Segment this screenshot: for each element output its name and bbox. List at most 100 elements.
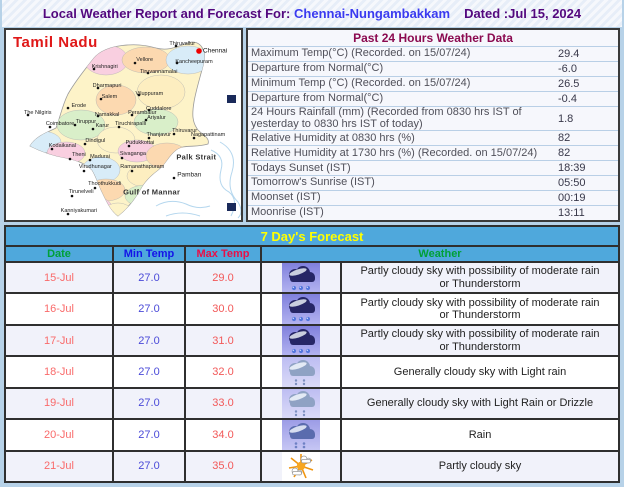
chennai-dot xyxy=(196,48,202,54)
forecast-min-temp: 27.0 xyxy=(112,388,184,419)
map-label-dharmapuri[interactable]: Dharmapuri xyxy=(92,83,122,90)
forecast-row: 20-Jul 27.0 34.0 Rain xyxy=(6,418,618,450)
forecast-description: Partly cloudy sky xyxy=(340,451,618,481)
map-label-viluppuram[interactable]: Viluppuram xyxy=(135,90,164,97)
forecast-icon-cell xyxy=(260,357,340,387)
table-row: Moonset (IST) 00:19 xyxy=(248,191,618,207)
map-label-tiruppur[interactable]: Tiruppur xyxy=(75,119,97,126)
table-row: Relative Humidity at 0830 hrs (%) 82 xyxy=(248,131,618,147)
column-header-date: Date xyxy=(47,248,71,260)
map-label-ramanathapuram[interactable]: Ramanathapuram xyxy=(120,163,165,170)
map-label-virudhunagar[interactable]: Virudhunagar xyxy=(78,163,112,170)
past-24-hours-panel: Past 24 Hours Weather Data Maximum Temp(… xyxy=(246,28,620,222)
table-row: Maximum Temp(°C) (Recorded. on 15/07/24)… xyxy=(248,47,618,62)
forecast-row: 16-Jul 27.0 30.0 Partly cloudy sky with … xyxy=(6,292,618,324)
map-label-tiruvannamalai[interactable]: Tiruvannamalai xyxy=(140,68,178,75)
map-label-vellore[interactable]: Vellore xyxy=(136,57,154,64)
map-svg xyxy=(26,41,241,219)
forecast-row: 17-Jul 27.0 31.0 Partly cloudy sky with … xyxy=(6,323,618,356)
thunderstorm-rain-icon xyxy=(282,294,320,324)
rainfall-label: 24 Hours Rainfall (mm) (Recorded from 08… xyxy=(251,106,522,130)
map-marker-square xyxy=(227,203,236,211)
map-label-pudukkottai[interactable]: Pudukkottai xyxy=(125,140,155,147)
moonrise-value: 13:11 xyxy=(558,207,585,220)
table-row: Tomorrow's Sunrise (IST) 05:50 xyxy=(248,176,618,192)
forecast-min-temp: 27.0 xyxy=(112,357,184,387)
light-rain-cloud-icon xyxy=(282,388,320,419)
sunrise-value: 05:50 xyxy=(558,177,586,190)
map-label-kodaikanal[interactable]: Kodaikanal xyxy=(48,142,76,149)
map-label-madurai[interactable]: Madurai xyxy=(90,154,110,161)
forecast-min-temp: 27.0 xyxy=(112,263,184,293)
forecast-date: 20-Jul xyxy=(44,428,74,441)
map-label-namakkal[interactable]: Namakkal xyxy=(94,111,120,118)
map-label-ariyalur[interactable]: Ariyalur xyxy=(147,115,166,122)
thunderstorm-rain-icon xyxy=(282,263,320,293)
forecast-icon-cell xyxy=(260,388,340,419)
map-label-kancheepuram[interactable]: Kancheepuram xyxy=(175,59,213,66)
forecast-min-temp: 27.0 xyxy=(112,294,184,324)
humidity-1730-value: 82 xyxy=(558,147,571,160)
map-label-coimbatore[interactable]: Coimbatore xyxy=(45,121,75,128)
humidity-1730-label: Relative Humidity at 1730 hrs (%) (Recor… xyxy=(251,146,538,159)
map-label-kanniyakumari[interactable]: Kanniyakumari xyxy=(60,207,98,214)
min-temp-value: 26.5 xyxy=(558,77,580,90)
map-label-thiruvallur[interactable]: Thiruvallur xyxy=(169,41,196,48)
tamilnadu-map[interactable]: Tamil Nadu Thiruvallur Chennai Vellore K… xyxy=(4,28,243,222)
forecast-description: Partly cloudy sky with possibility of mo… xyxy=(340,263,618,293)
map-label-dindigul[interactable]: Dindigul xyxy=(85,138,106,145)
forecast-date: 19-Jul xyxy=(44,397,74,410)
sunset-value: 18:39 xyxy=(558,162,586,175)
sunrise-label: Tomorrow's Sunrise (IST) xyxy=(251,176,375,189)
past-24-hours-title: Past 24 Hours Weather Data xyxy=(248,30,618,47)
map-label-gulf-of-mannar: Gulf of Mannar xyxy=(123,187,181,197)
forecast-min-temp: 27.0 xyxy=(112,420,184,450)
forecast-title: 7 Day's Forecast xyxy=(6,227,618,245)
table-row: Todays Sunset (IST) 18:39 xyxy=(248,161,618,177)
sun-with-clouds-icon xyxy=(282,451,320,481)
forecast-date: 15-Jul xyxy=(44,271,74,284)
page-title: Local Weather Report and Forecast For: xyxy=(42,6,291,21)
max-departure-label: Departure from Normal(°C) xyxy=(251,62,384,75)
map-label-nagapattinam[interactable]: Nagapattinam xyxy=(190,132,226,139)
map-label-pamban: Pamban xyxy=(177,171,202,179)
map-label-palk-strait: Palk Strait xyxy=(176,152,217,162)
map-label-chennai[interactable]: Chennai xyxy=(203,47,228,55)
min-departure-label: Departure from Normal(°C) xyxy=(251,92,384,105)
map-label-nilgiris[interactable]: The Nilgiris xyxy=(23,109,52,116)
report-date: Dated :Jul 15, 2024 xyxy=(464,6,582,21)
map-label-perambalur[interactable]: Perambalur xyxy=(128,109,157,116)
table-row: Relative Humidity at 1730 hrs (%) (Recor… xyxy=(248,146,618,162)
map-label-cuddalore[interactable]: Cuddalore xyxy=(146,105,172,112)
map-label-tiruchirapalli[interactable]: Tiruchirapalli xyxy=(115,121,147,128)
forecast-max-temp: 32.0 xyxy=(184,357,260,387)
table-row: 24 Hours Rainfall (mm) (Recorded from 08… xyxy=(248,106,618,132)
map-image[interactable]: Tamil Nadu Thiruvallur Chennai Vellore K… xyxy=(6,30,241,220)
forecast-max-temp: 33.0 xyxy=(184,388,260,419)
map-label-theni[interactable]: Theni xyxy=(71,152,86,159)
forecast-description: Rain xyxy=(340,420,618,450)
map-label-sivaganga[interactable]: Sivaganga xyxy=(119,151,146,158)
forecast-description: Generally cloudy sky with Light rain xyxy=(340,357,618,387)
forecast-icon-cell xyxy=(260,420,340,450)
map-label-thoothukkudi[interactable]: Thoothukkudi xyxy=(88,180,122,187)
map-marker-square xyxy=(227,95,236,103)
map-label-salem[interactable]: Salem xyxy=(101,94,118,101)
forecast-icon-cell xyxy=(260,263,340,293)
page-header: Local Weather Report and Forecast For: C… xyxy=(2,0,622,27)
map-label-thanjavur[interactable]: Thanjavur xyxy=(146,132,171,139)
forecast-row: 21-Jul 27.0 35.0 Partly cloudy sky xyxy=(6,449,618,481)
forecast-description: Partly cloudy sky with possibility of mo… xyxy=(340,294,618,324)
forecast-max-temp: 30.0 xyxy=(184,294,260,324)
map-label-erode[interactable]: Erode xyxy=(71,103,87,109)
humidity-0830-value: 82 xyxy=(558,132,571,145)
map-label-thiruvarur[interactable]: Thiruvarur xyxy=(172,127,198,134)
map-label-tirunelveli[interactable]: Tirunelveli xyxy=(68,189,94,196)
moonset-value: 00:19 xyxy=(558,192,586,205)
map-title: Tamil Nadu xyxy=(13,34,98,51)
table-row: Departure from Normal(°C) -0.4 xyxy=(248,92,618,107)
map-label-krishnagiri[interactable]: Krishnagiri xyxy=(91,64,118,71)
map-label-karur[interactable]: Karur xyxy=(95,122,110,129)
min-departure-value: -0.4 xyxy=(558,92,577,105)
